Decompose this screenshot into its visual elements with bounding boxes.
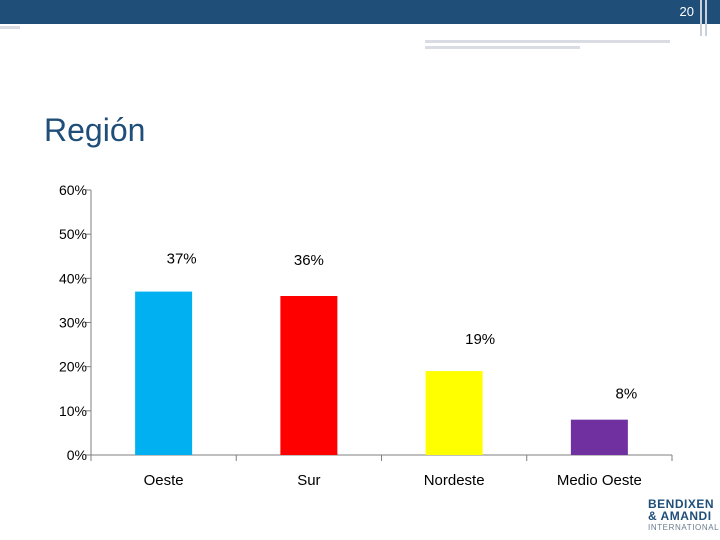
- company-logo: BENDIXEN & AMANDI INTERNATIONAL: [648, 498, 720, 532]
- y-tick-label: 60%: [59, 182, 87, 198]
- bar-nordeste: [425, 371, 483, 455]
- top-bar-divider: [705, 0, 707, 36]
- category-label: Oeste: [144, 472, 184, 489]
- bar-sur: [280, 296, 338, 455]
- y-tick-label: 10%: [59, 403, 87, 419]
- bar-oeste: [135, 291, 193, 455]
- logo-text: INTERNATIONAL: [648, 523, 720, 532]
- top-bar: [0, 0, 720, 24]
- logo-text: & AMANDI: [648, 509, 712, 523]
- data-label: 36%: [294, 252, 324, 269]
- y-tick-label: 50%: [59, 226, 87, 242]
- decorative-line: [425, 40, 670, 43]
- y-tick-label: 0%: [67, 447, 87, 463]
- logo-text: BENDIXEN: [648, 497, 715, 511]
- page-title: Región: [44, 112, 146, 148]
- data-label: 8%: [616, 386, 638, 403]
- top-bar-divider: [700, 0, 702, 36]
- category-label: Nordeste: [424, 472, 485, 489]
- y-tick-label: 30%: [59, 315, 87, 331]
- decorative-line: [425, 46, 580, 49]
- y-tick-label: 20%: [59, 359, 87, 375]
- bar-medio-oeste: [570, 419, 628, 455]
- category-label: Sur: [297, 472, 320, 489]
- data-label: 37%: [167, 251, 197, 268]
- category-label: Medio Oeste: [557, 472, 642, 489]
- slide-number: 20: [679, 4, 694, 19]
- y-tick-label: 40%: [59, 270, 87, 286]
- decorative-line: [0, 26, 20, 29]
- data-label: 19%: [465, 331, 495, 348]
